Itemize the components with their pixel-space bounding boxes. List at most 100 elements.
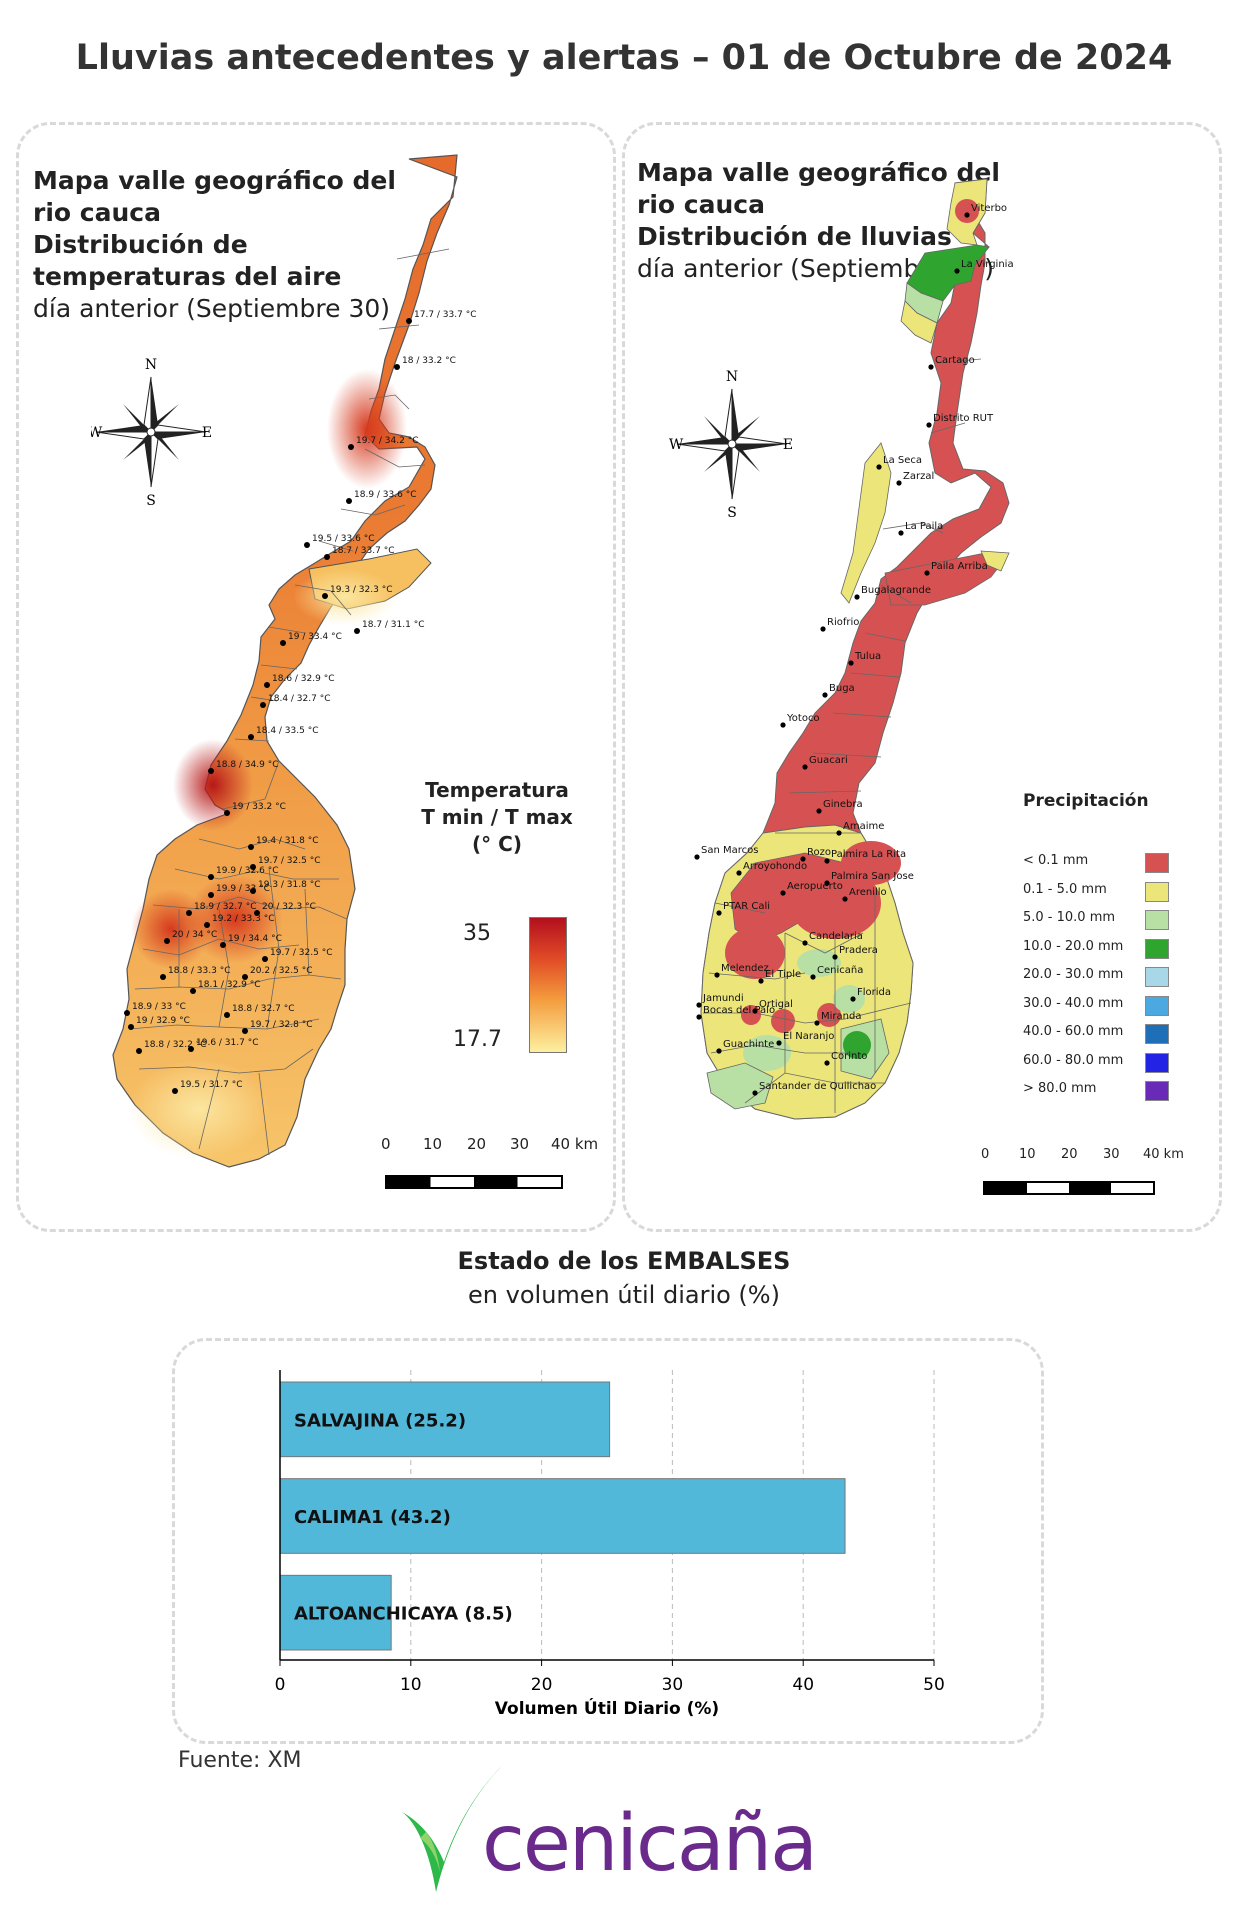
rain-station-dot [714,972,720,978]
rain-station-dot [816,808,822,814]
rain-scale-40: 40 km [1143,1147,1184,1162]
rain-station-dot [752,1008,758,1014]
rain-station-label: Distrito RUT [933,413,994,424]
rain-station-label: Cenicaña [817,965,863,976]
precip-legend-label: 60.0 - 80.0 mm [1023,1052,1124,1068]
rain-station-dot [776,1040,782,1046]
precip-legend-swatch [1145,853,1169,873]
x-tick-label: 10 [400,1675,422,1695]
precip-legend-item: 20.0 - 30.0 mm [1023,967,1173,991]
rain-station-dot [928,364,934,370]
temp-station-dot [264,682,270,688]
compass-rose-icon: N S E W [91,357,211,507]
x-tick-label: 30 [662,1675,684,1695]
temp-station-label: 18.6 / 32.9 °C [272,674,334,684]
temp-station-dot [172,1088,178,1094]
rain-station-dot [842,896,848,902]
temp-station-dot [208,892,214,898]
temp-legend-line3: (° C) [472,832,522,856]
rain-title-line2: rio cauca [637,190,765,219]
rain-station-label: Pradera [839,945,878,956]
rain-station-dot [824,1060,830,1066]
bar [279,1478,846,1554]
temp-station-label: 18.8 / 34.9 °C [216,760,278,770]
temp-station-dot [348,444,354,450]
rainfall-map-panel: Mapa valle geográfico del rio cauca Dist… [622,122,1222,1232]
temp-legend-line2: T min / T max [421,805,573,829]
rain-station-label: Candelaria [809,931,863,942]
rain-station-label: Arroyohondo [743,861,807,872]
rain-station-label: Arenillo [849,887,887,898]
temp-station-dot [160,974,166,980]
temperature-map: 17.7 / 33.7 °C 18 / 33.2 °C 19.7 / 34.2 °C… [112,154,476,1168]
temp-title-line2: rio cauca [33,198,161,227]
temp-station-dot [248,844,254,850]
rain-title-line1: Mapa valle geográfico del [637,158,1000,187]
rain-station-label: Guacari [809,755,848,766]
temp-station-label: 17.7 / 33.7 °C [414,310,476,320]
temp-station-label: 18.4 / 33.5 °C [256,726,318,736]
precip-legend-title: Precipitación [1023,791,1149,811]
rain-station-dot [824,858,830,864]
temp-station-dot [304,542,310,548]
temp-station-dot [354,628,360,634]
rain-station-label: Guachinte [723,1039,774,1050]
temp-station-label: 20.2 / 32.5 °C [250,966,312,976]
rain-station-label: Viterbo [971,203,1007,214]
rainfall-map: Viterbo La Virginia Cartago Distrito RUT La … [694,178,1014,1120]
temp-station-dot [128,1024,134,1030]
temp-station-dot [406,318,412,324]
rain-scale-0: 0 [981,1147,990,1162]
rain-station-label: Ortigal [759,999,793,1010]
rain-station-label: Palmira San Jose [831,871,914,882]
bar-label: CALIMA1 (43.2) [294,1507,451,1528]
temp-station-dot [280,640,286,646]
precip-legend-item: 40.0 - 60.0 mm [1023,1024,1173,1048]
cenicana-logo: cenicaña [402,1762,818,1892]
reservoirs-bar-chart: SALVAJINA (25.2) CALIMA1 (43.2) ALTOANCHIC… [275,1370,945,1719]
temp-station-dot [224,810,230,816]
temp-station-dot [124,1010,130,1016]
rain-station-dot [694,854,700,860]
bar [279,1381,611,1458]
precip-legend-label: > 80.0 mm [1023,1081,1097,1096]
rain-station-dot [848,660,854,666]
precip-legend-item: < 0.1 mm [1023,853,1173,877]
temp-scale-10: 10 [423,1135,443,1153]
rain-station-dot [926,422,932,428]
rain-station-dot [820,626,826,632]
rain-station-dot [780,722,786,728]
x-tick-label: 20 [531,1675,553,1695]
precip-legend: < 0.1 mm 0.1 - 5.0 mm 5.0 - 10.0 mm 10.0 - … [1023,853,1183,1101]
compass-s: S [146,493,156,507]
temp-station-dot [250,864,256,870]
rain-station-label: PTAR Cali [723,901,770,912]
temp-station-dot [262,956,268,962]
precip-legend-label: 20.0 - 30.0 mm [1023,967,1124,982]
temp-station-dot [324,554,330,560]
rain-station-label: Zarzal [903,471,934,482]
rain-station-dot [758,978,764,984]
rain-station-dot [850,996,856,1002]
temp-legend-min: 17.7 [453,1027,502,1052]
temperature-map-panel: Mapa valle geográfico del rio cauca Dist… [16,122,616,1232]
rain-station-dot [802,764,808,770]
rain-station-dot [832,954,838,960]
rain-station-label: El Tiple [765,969,801,980]
rain-station-label: Riofrio [827,617,859,628]
rain-station-dot [814,1020,820,1026]
rain-station-label: Rozo [807,847,831,858]
precip-legend-swatch [1145,1024,1169,1044]
temp-station-dot [250,888,256,894]
rain-station-label: Miranda [821,1011,861,1022]
temp-station-dot [164,938,170,944]
source-note: Fuente: XM [178,1748,302,1773]
precip-legend-label: 30.0 - 40.0 mm [1023,995,1124,1011]
precip-legend-swatch [1145,1081,1169,1101]
rain-title-line3: Distribución de lluvias [637,222,952,251]
precip-legend-swatch [1145,910,1169,930]
rain-scale-20: 20 [1061,1147,1078,1162]
precip-legend-item: 5.0 - 10.0 mm [1023,910,1173,934]
rain-station-dot [896,480,902,486]
temp-title-line4: temperaturas del aire [33,262,342,291]
